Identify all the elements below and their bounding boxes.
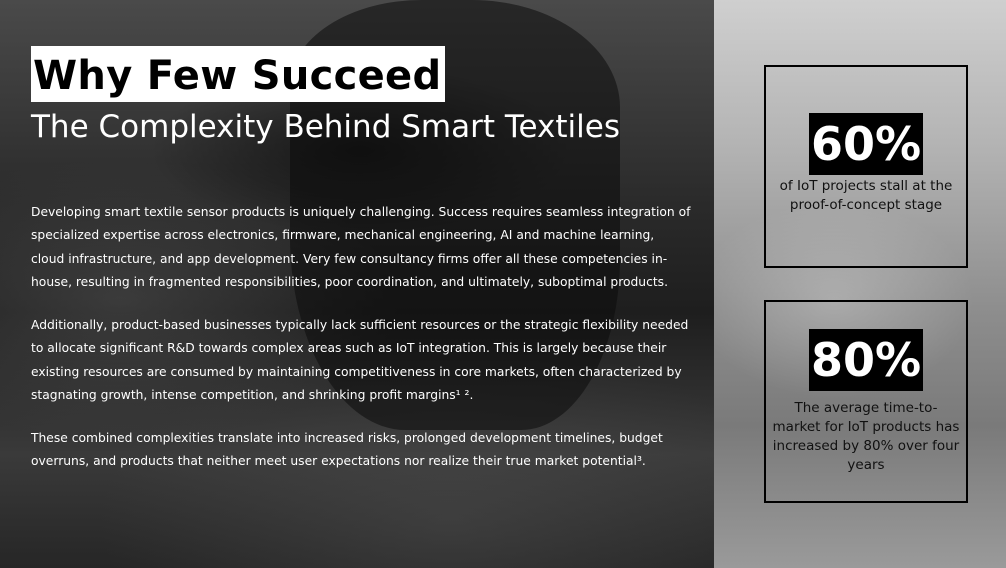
page-title: Why Few Succeed [31, 46, 446, 102]
stat-card-time-to-market: 80% The average time-to-market for IoT p… [764, 300, 968, 503]
paragraph-challenge: Developing smart textile sensor products… [31, 205, 691, 289]
paragraph-risks: These combined complexities translate in… [31, 431, 663, 469]
sidebar-background [714, 0, 1006, 568]
stat-value: 80% [808, 329, 924, 391]
stat-description: The average time-to-market for IoT produ… [772, 400, 960, 473]
page-subtitle: The Complexity Behind Smart Textiles [31, 109, 620, 145]
paragraph-resources: Additionally, product-based businesses t… [31, 318, 689, 402]
stat-description: of IoT projects stall at the proof-of-co… [779, 178, 953, 213]
stat-card-poc: 60% of IoT projects stall at the proof-o… [764, 65, 968, 268]
stat-value: 60% [808, 113, 924, 175]
